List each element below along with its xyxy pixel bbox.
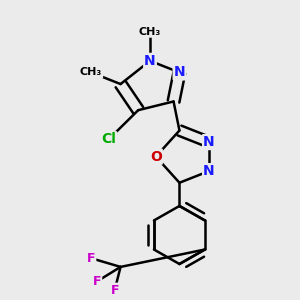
Text: CH₃: CH₃ [139,27,161,37]
Text: N: N [174,65,185,80]
Text: CH₃: CH₃ [80,68,102,77]
Text: N: N [144,54,156,68]
Text: F: F [87,252,95,265]
Text: N: N [203,164,215,178]
Text: O: O [150,150,162,164]
Text: N: N [203,135,215,149]
Text: F: F [110,284,119,297]
Text: F: F [93,275,101,288]
Text: Cl: Cl [101,132,116,146]
